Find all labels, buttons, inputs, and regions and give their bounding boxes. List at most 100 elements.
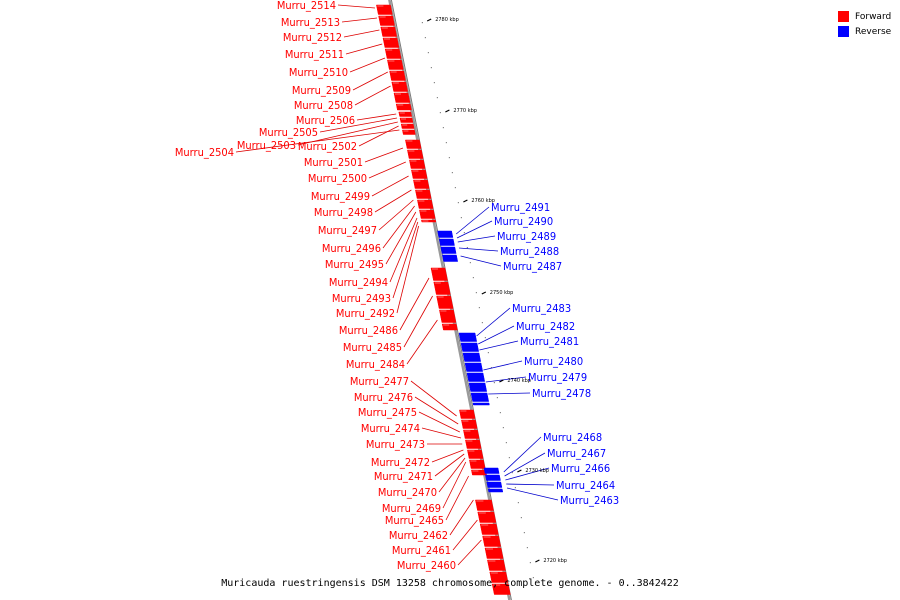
axis-dot [529, 562, 531, 564]
forward-gene-block [405, 139, 422, 149]
forward-gene-label: Murru_2500 [308, 172, 367, 185]
reverse-gene-label: Murru_2480 [524, 355, 583, 368]
forward-gene-label: Murru_2506 [296, 114, 355, 127]
reverse-leader-line [458, 247, 499, 252]
forward-gene-label: Murru_2496 [322, 242, 381, 255]
forward-gene-label: Murru_2509 [292, 84, 351, 97]
reverse-gene-block [483, 467, 500, 474]
forward-gene-block [407, 149, 424, 159]
scale-tick-mark [481, 291, 487, 295]
axis-dot [487, 352, 489, 354]
reverse-gene-label: Murru_2491 [491, 201, 550, 214]
axis-dot [454, 187, 456, 189]
forward-leader-line [374, 189, 412, 213]
axis-dot [502, 427, 504, 429]
reverse-gene-block [466, 372, 486, 382]
forward-leader-line [319, 117, 398, 133]
axis-dot [532, 577, 534, 579]
reverse-gene-label: Murru_2490 [494, 215, 553, 228]
forward-leader-line [345, 43, 383, 55]
scale-tick-mark [463, 199, 468, 203]
reverse-leader-line [476, 307, 511, 337]
forward-gene-label: Murru_2484 [346, 358, 405, 371]
axis-dot [433, 82, 435, 84]
map-caption: Muricauda ruestringensis DSM 13258 chrom… [221, 578, 679, 589]
forward-leader-line [352, 71, 388, 91]
scale-tick-mark [499, 379, 504, 383]
scale-tick-label: 2750 kbp [490, 290, 514, 296]
axis-dot [448, 157, 450, 159]
forward-gene-block [419, 209, 436, 219]
axis-dot [505, 442, 507, 444]
forward-leader-line [371, 175, 409, 197]
forward-gene-label: Murru_2501 [304, 156, 363, 169]
forward-leader-line [452, 519, 478, 551]
forward-gene-label: Murru_2493 [332, 292, 391, 305]
axis-dot [457, 202, 459, 204]
forward-gene-block [482, 535, 502, 547]
strand-legend: Forward Reverse [838, 9, 891, 39]
axis-dot [520, 517, 522, 519]
reverse-gene-label: Murru_2478 [532, 387, 591, 400]
reverse-gene-block [460, 342, 480, 352]
scale-tick-mark [517, 469, 522, 473]
forward-gene-block [484, 547, 504, 559]
legend-item-forward: Forward [838, 9, 891, 24]
axis-dot [445, 142, 447, 144]
forward-gene-block [463, 429, 480, 439]
reverse-leader-line [503, 436, 542, 473]
forward-gene-label: Murru_2465 [385, 514, 444, 527]
forward-gene-block [436, 295, 454, 309]
forward-gene-label: Murru_2461 [392, 544, 451, 557]
forward-leader-line [442, 461, 467, 509]
reverse-leader-line [460, 255, 502, 267]
forward-gene-label: Murru_2503 [237, 139, 296, 152]
forward-gene-block [376, 4, 393, 15]
axis-dot [442, 127, 444, 129]
axis-dot [499, 412, 501, 414]
forward-gene-block [430, 267, 448, 281]
reverse-leader-line [485, 376, 527, 383]
forward-gene-block [479, 523, 499, 535]
forward-gene-block [380, 26, 398, 37]
forward-leader-line [235, 129, 400, 153]
forward-gene-block [378, 15, 395, 26]
forward-gene-label: Murru_2511 [285, 48, 344, 61]
axis-dot [421, 22, 423, 24]
forward-leader-line [396, 225, 419, 314]
reverse-leader-line [479, 340, 519, 351]
forward-gene-block [475, 499, 494, 511]
forward-gene-label: Murru_2485 [343, 341, 402, 354]
forward-gene-label: Murru_2462 [389, 529, 448, 542]
forward-gene-label: Murru_2475 [358, 406, 417, 419]
forward-leader-line [341, 17, 378, 23]
axis-dot [475, 292, 477, 294]
forward-leader-line [337, 4, 376, 9]
forward-gene-label: Murru_2473 [366, 438, 425, 451]
forward-leader-line [414, 396, 459, 425]
axis-dot [451, 172, 453, 174]
axis-dot [490, 367, 492, 369]
forward-gene-block [439, 309, 457, 323]
forward-leader-line [410, 380, 457, 417]
reverse-leader-line [505, 467, 550, 481]
scale-tick-layer: 2780 kbp 2770 kbp 2760 kbp 2750 kbp 2740 kbp… [426, 17, 567, 564]
forward-leader-line [364, 147, 404, 163]
forward-leader-line [406, 319, 438, 365]
axis-dot [469, 262, 471, 264]
axis-dot [478, 307, 480, 309]
axis-dot [427, 52, 429, 54]
forward-leader-line [358, 125, 399, 147]
forward-gene-block [391, 81, 409, 92]
forward-leader-line [421, 427, 462, 439]
leader-line-layer [235, 4, 559, 566]
forward-leader-line [445, 475, 469, 521]
reverse-gene-block [486, 481, 503, 488]
reverse-gene-label: Murru_2464 [556, 479, 615, 492]
forward-gene-block [487, 559, 506, 571]
forward-gene-block [382, 37, 400, 48]
reverse-gene-label: Murru_2479 [528, 371, 587, 384]
forward-gene-label: Murru_2472 [371, 456, 430, 469]
legend-swatch-forward [838, 11, 849, 22]
